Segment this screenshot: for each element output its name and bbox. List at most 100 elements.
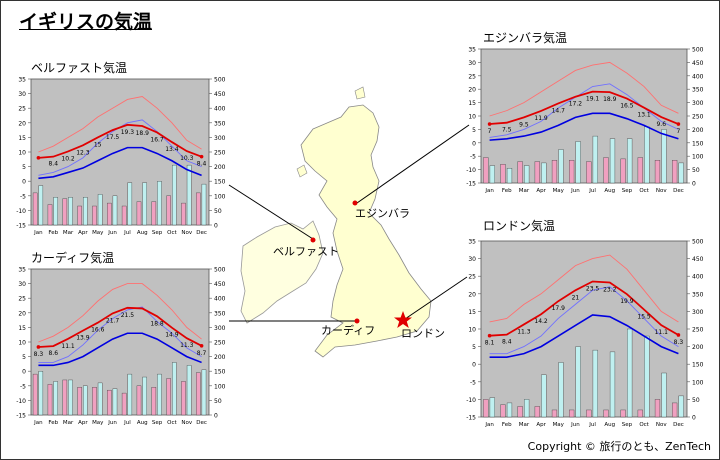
precip-bar [627, 328, 633, 418]
precip-bar [97, 382, 103, 416]
city-label-belfast: ベルファスト [273, 245, 339, 258]
y2-tick-label: 100 [214, 383, 226, 390]
y2-tick-label: 400 [214, 296, 226, 303]
y-tick-label: 25 [468, 274, 476, 281]
y-tick-label: 0 [22, 179, 26, 186]
data-label: 18.9 [603, 96, 617, 103]
precip_days-bar [500, 164, 506, 184]
chart-belfast: ベルファスト気温 -15 -10 -5 0 5 10 15 20 25 30 35 0 50 100 150… [1, 59, 236, 241]
x-tick-label: Feb [48, 230, 58, 236]
y2-tick-label: 450 [214, 281, 226, 288]
y-tick-label: 10 [468, 327, 476, 334]
data-label: 11.3 [517, 328, 531, 335]
max-temp-marker [487, 122, 492, 126]
min_temp-line [38, 332, 202, 367]
y-tick-label: 25 [18, 296, 26, 303]
precip-bar [678, 395, 684, 418]
precip_days-bar [77, 205, 82, 226]
y2-tick-label: 50 [692, 397, 700, 404]
precip_days-bar [672, 160, 678, 184]
precip_days-bar [32, 373, 38, 416]
chart-svg: -15-10-505101520253035050100150200250300… [16, 77, 226, 237]
y2-tick-label: 500 [692, 239, 704, 246]
x-tick-label: Nov [181, 230, 192, 236]
y2-tick-label: 50 [214, 208, 222, 215]
data-label: 8.4 [502, 339, 512, 346]
precip_days-bar [603, 157, 609, 184]
precip-bar [186, 164, 192, 226]
ireland-landmass [240, 220, 324, 324]
precip_days-bar [569, 409, 575, 418]
y2-tick-label: 250 [692, 327, 704, 334]
data-label: 18.9 [136, 130, 150, 137]
data-label: 7.5 [502, 127, 512, 134]
precip-bar [201, 183, 207, 226]
y-tick-label: 35 [468, 239, 476, 246]
precip_days-bar [107, 202, 112, 226]
precip-bar [678, 162, 684, 184]
y2-tick-label: 200 [692, 344, 704, 351]
y-tick-label: 15 [18, 135, 26, 142]
precip-bar [157, 373, 162, 416]
precip-bar [157, 180, 162, 226]
data-label: 14.9 [165, 332, 179, 339]
precip_days-bar [77, 387, 82, 416]
y2-tick-label: 250 [214, 150, 226, 157]
max_temp-line [489, 280, 679, 337]
data-label: 10.2 [61, 155, 75, 162]
precip_days-bar [196, 192, 201, 226]
precip-bar [644, 335, 650, 418]
y-tick-label: 10 [468, 114, 476, 121]
y-tick-label: 35 [18, 77, 26, 84]
data-label: 12.3 [76, 149, 90, 156]
precip_days-bar [47, 384, 53, 416]
data-label: 13.9 [76, 335, 90, 342]
x-tick-label: Aug [604, 422, 615, 428]
x-tick-label: Aug [604, 188, 615, 194]
y-tick-label: -10 [466, 167, 476, 174]
x-tick-label: Apr [536, 422, 546, 428]
y-tick-label: 15 [468, 309, 476, 316]
city-label-london: ロンドン [401, 327, 445, 340]
data-label: 15.5 [637, 314, 651, 321]
y2-tick-label: 500 [214, 267, 226, 274]
y2-tick-label: 200 [214, 164, 226, 171]
data-label: 11.3 [180, 342, 194, 349]
data-label: 18.8 [150, 320, 164, 327]
record_high-line [489, 61, 679, 117]
precip-bar [172, 164, 177, 226]
x-tick-label: Jun [570, 422, 580, 428]
y-tick-label: -5 [20, 383, 26, 390]
x-tick-label: Dec [196, 420, 207, 426]
x-tick-label: Jun [570, 188, 580, 194]
precip-bar [644, 126, 650, 184]
precip-bar [83, 197, 88, 226]
data-label: 8.3 [34, 351, 44, 358]
precip_days-bar [534, 161, 540, 184]
x-tick-label: Sep [622, 422, 633, 428]
x-tick-label: Jun [107, 230, 117, 236]
precip_days-bar [151, 201, 157, 226]
y2-tick-label: 0 [692, 181, 696, 188]
x-tick-label: Dec [673, 188, 684, 194]
precip-bar [558, 149, 564, 184]
y2-tick-label: 200 [214, 354, 226, 361]
x-tick-label: Jan [33, 420, 43, 426]
precip_days-bar [107, 389, 112, 416]
y-tick-label: 30 [18, 281, 26, 288]
max_temp-line [489, 90, 679, 125]
data-label: 21.5 [121, 312, 135, 319]
y-tick-label: -15 [16, 223, 26, 230]
y-tick-label: 15 [18, 325, 26, 332]
y2-tick-label: 500 [214, 77, 226, 84]
leader-line-london [404, 276, 468, 320]
data-label: 9.6 [656, 121, 666, 128]
leader-line-belfast [228, 184, 314, 240]
islands [296, 164, 308, 178]
precip_days-bar [121, 392, 127, 416]
precip_days-bar [620, 158, 626, 184]
data-label: 21.7 [106, 317, 120, 324]
precip_days-bar [569, 160, 575, 184]
data-label: 16.5 [620, 103, 634, 110]
precip-bar [53, 381, 58, 416]
